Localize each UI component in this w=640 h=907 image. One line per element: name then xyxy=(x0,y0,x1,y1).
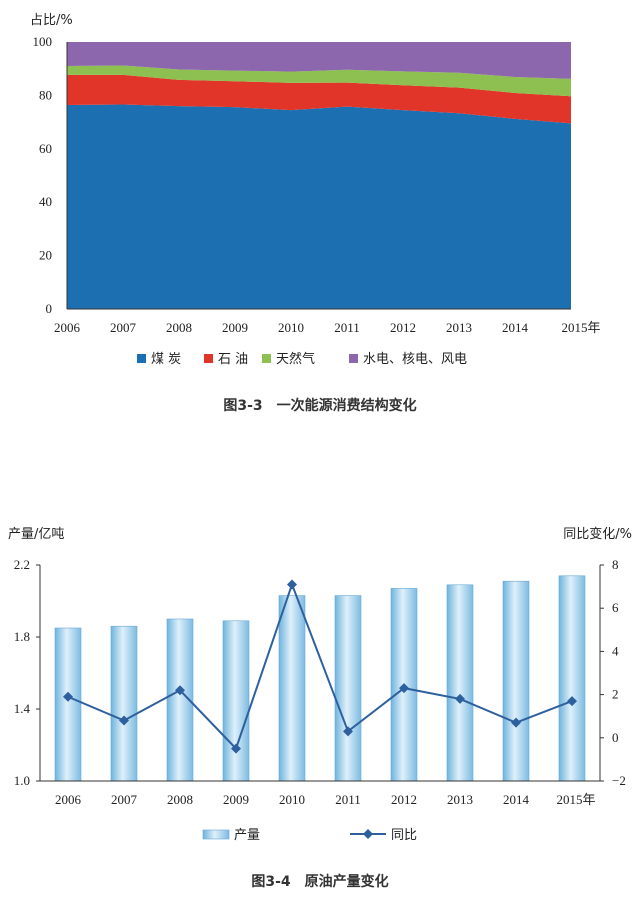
energy-structure-area-chart: 占比/% 0 20 40 60 80 100 2006 2007 2008 2009 2010 201… xyxy=(30,13,601,414)
chart1-y-tick-label: 0 xyxy=(46,301,53,316)
chart2-y-tick-label: 1.0 xyxy=(14,773,30,788)
chart2-y2-axis-title: 同比变化/% xyxy=(563,526,632,542)
chart2-x-tick-label: 2011 xyxy=(335,792,361,807)
chart2-y2-tick-label: 8 xyxy=(612,557,619,572)
area-layer-3 xyxy=(67,42,571,79)
chart1-legend-label-3: 水电、核电、风电 xyxy=(363,352,467,367)
chart1-x-tick-label: 2011 xyxy=(334,320,360,335)
output-bar-1 xyxy=(110,625,138,782)
chart1-x-tick-label: 2008 xyxy=(166,320,192,335)
chart2-legend-bar-label: 产量 xyxy=(234,828,260,843)
chart1-x-tick-label: 2009 xyxy=(222,320,248,335)
chart1-y-tick-label: 100 xyxy=(33,34,53,49)
chart2-y2-tick-label: 6 xyxy=(612,600,619,615)
yoy-marker-2 xyxy=(175,685,185,696)
output-bar-5 xyxy=(334,595,362,782)
chart2-y2-tick-label: 0 xyxy=(612,730,619,745)
chart1-x-tick-label: 2014 xyxy=(502,320,529,335)
chart2-x-tick-label: 2007 xyxy=(111,792,138,807)
chart2-legend: 产量 同比 xyxy=(202,828,417,843)
area-layer-1 xyxy=(67,74,571,124)
chart2-caption: 图3-4 原油产量变化 xyxy=(251,873,388,890)
chart1-legend-label-2: 天然气 xyxy=(276,351,315,367)
chart1-caption: 图3-3 一次能源消费结构变化 xyxy=(223,397,416,414)
chart2-x-tick-label: 2014 xyxy=(503,792,530,807)
yoy-marker-5 xyxy=(343,726,353,737)
chart1-legend-label-1: 石 油 xyxy=(218,352,248,367)
chart2-legend-line-label: 同比 xyxy=(391,828,417,843)
chart1-x-tick-label: 2007 xyxy=(110,320,137,335)
chart2-legend-bar-swatch xyxy=(202,829,230,840)
chart1-axes: 0 20 40 60 80 100 2006 2007 2008 2009 2010 2011 2012… xyxy=(33,34,601,335)
chart1-x-tick-label: 2015年 xyxy=(561,320,600,335)
yoy-marker-8 xyxy=(511,717,521,728)
chart1-y-tick-label: 40 xyxy=(39,194,52,209)
chart2-x-tick-label: 2012 xyxy=(391,792,417,807)
output-bar-4 xyxy=(278,595,306,782)
crude-oil-output-chart: 产量/亿吨 同比变化/% 1.0 1.4 1.8 2.2 −2 0 2 4 6 8 2006 2007… xyxy=(8,526,632,890)
yoy-marker-3 xyxy=(231,743,241,754)
chart2-x-tick-label: 2006 xyxy=(55,792,82,807)
yoy-marker-9 xyxy=(567,696,577,707)
chart2-x-tick-label: 2008 xyxy=(167,792,193,807)
output-bar-8 xyxy=(502,580,530,782)
chart1-legend-swatch-1 xyxy=(204,354,213,363)
chart2-axes: 1.0 1.4 1.8 2.2 −2 0 2 4 6 8 2006 2007 2008 2009 2010 2… xyxy=(14,557,626,807)
area-layer-0 xyxy=(67,104,571,309)
chart1-area-layers xyxy=(67,42,571,309)
chart1-legend-swatch-2 xyxy=(262,354,271,363)
output-bar-7 xyxy=(446,584,474,782)
chart1-x-tick-label: 2006 xyxy=(54,320,81,335)
chart1-y-tick-label: 20 xyxy=(39,248,52,263)
yoy-marker-4 xyxy=(287,579,297,590)
chart1-x-tick-label: 2013 xyxy=(446,320,472,335)
output-bar-3 xyxy=(222,620,250,782)
output-bar-9 xyxy=(558,575,586,782)
yoy-line-path xyxy=(67,581,573,751)
yoy-marker-1 xyxy=(119,715,129,726)
area-layer-2 xyxy=(67,65,571,97)
yoy-marker-6 xyxy=(399,683,409,694)
chart1-legend-label-0: 煤 炭 xyxy=(151,352,181,367)
chart1-legend-swatch-3 xyxy=(349,354,358,363)
chart2-x-tick-label: 2015年 xyxy=(556,792,595,807)
chart2-y-tick-label: 2.2 xyxy=(14,557,30,572)
chart1-legend: 煤 炭 石 油 天然气 水电、核电、风电 xyxy=(137,351,467,367)
chart1-y-axis-title: 占比/% xyxy=(30,13,73,28)
chart2-y2-tick-label: 2 xyxy=(612,687,619,702)
chart1-y-tick-label: 80 xyxy=(39,87,52,102)
chart2-bars xyxy=(54,575,586,782)
chart2-x-tick-label: 2009 xyxy=(223,792,249,807)
chart1-legend-swatch-0 xyxy=(137,354,146,363)
chart1-x-tick-label: 2010 xyxy=(278,320,304,335)
chart2-x-tick-label: 2010 xyxy=(279,792,305,807)
chart2-legend-line-marker xyxy=(363,829,373,839)
chart2-y-tick-label: 1.8 xyxy=(14,629,30,644)
output-bar-0 xyxy=(54,627,82,782)
chart1-x-tick-label: 2012 xyxy=(390,320,416,335)
chart2-y-axis-title: 产量/亿吨 xyxy=(8,527,64,542)
chart2-y2-tick-label: 4 xyxy=(612,643,619,658)
chart2-yoy-line xyxy=(63,579,577,754)
chart2-y-tick-label: 1.4 xyxy=(14,701,31,716)
chart2-y2-tick-label: −2 xyxy=(612,773,626,788)
yoy-marker-0 xyxy=(63,691,73,702)
chart1-y-tick-label: 60 xyxy=(39,141,52,156)
yoy-marker-7 xyxy=(455,693,465,704)
chart2-x-tick-label: 2013 xyxy=(447,792,473,807)
